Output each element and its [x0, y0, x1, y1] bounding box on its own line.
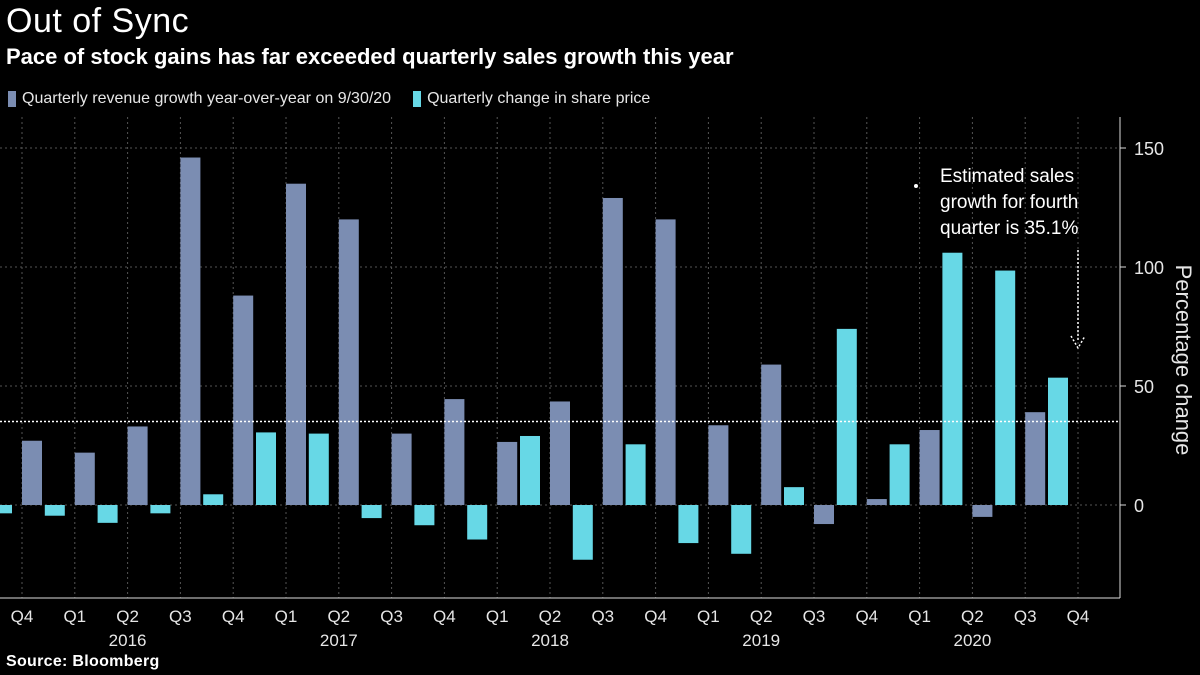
x-tick-label: Q3	[591, 607, 614, 626]
bar-share-price	[97, 505, 118, 523]
chart-title: Out of Sync	[6, 2, 190, 40]
bar-revenue-growth	[286, 183, 306, 505]
x-tick-label: Q2	[116, 607, 139, 626]
bar-share-price	[44, 505, 65, 516]
legend-label-share-price: Quarterly change in share price	[427, 90, 651, 107]
bar-share-price	[256, 432, 276, 505]
x-tick-label: Q4	[433, 607, 456, 626]
x-tick-label: Q3	[169, 607, 192, 626]
bar-share-price	[520, 435, 540, 505]
bar-share-price	[361, 505, 382, 519]
bars	[0, 157, 1068, 560]
bar-share-price	[836, 328, 857, 505]
bar-share-price	[678, 505, 699, 544]
legend-item-share-price: Quarterly change in share price	[413, 90, 650, 108]
legend-swatch-revenue	[8, 91, 16, 107]
x-year-label: 2018	[531, 631, 569, 650]
x-tick-label: Q1	[486, 607, 509, 626]
y-tick-label: 50	[1134, 377, 1154, 397]
source-note: Source: Bloomberg	[6, 653, 160, 670]
legend-item-revenue: Quarterly revenue growth year-over-year …	[8, 90, 391, 108]
bar-revenue-growth	[391, 433, 412, 505]
bar-revenue-growth	[761, 364, 782, 505]
x-year-label: 2017	[320, 631, 358, 650]
chart-subtitle: Pace of stock gains has far exceeded qua…	[6, 44, 734, 69]
annotation: Estimated sales growth for fourth quarter …	[914, 166, 1086, 350]
bar-revenue-growth	[866, 499, 887, 505]
bar-revenue-growth	[814, 505, 834, 525]
annotation-text: growth for fourth	[940, 192, 1078, 213]
x-tick-label: Q2	[327, 607, 350, 626]
annotation-text: quarter is 35.1%	[940, 218, 1078, 239]
bar-revenue-growth	[444, 399, 465, 505]
x-year-label: 2019	[742, 631, 780, 650]
annotation-arrow-head	[1070, 335, 1086, 350]
x-year-label: 2016	[109, 631, 147, 650]
bar-share-price	[625, 444, 646, 505]
bar-share-price	[942, 252, 963, 505]
x-tick-label: Q2	[750, 607, 773, 626]
bar-revenue-growth	[180, 157, 201, 505]
bar-share-price	[572, 505, 593, 560]
bar-revenue-growth	[22, 440, 42, 505]
legend: Quarterly revenue growth year-over-year …	[8, 90, 672, 108]
bar-share-price	[731, 505, 752, 554]
y-tick-label: 100	[1134, 258, 1164, 278]
bar-revenue-growth	[1025, 412, 1046, 505]
bar-revenue-growth	[655, 219, 676, 505]
x-tick-label: Q4	[855, 607, 878, 626]
bar-share-price	[1048, 377, 1068, 505]
x-tick-label: Q3	[803, 607, 826, 626]
annotation-text: Estimated sales	[940, 166, 1074, 187]
axes: 0 50 100 150 Percentage change Q4 Q1 Q2 Q3 Q4 Q1 Q2…	[0, 117, 1196, 650]
bar-share-price	[0, 505, 12, 514]
bar-share-price	[414, 505, 435, 526]
x-tick-label: Q1	[697, 607, 720, 626]
x-tick-label: Q1	[275, 607, 298, 626]
x-tick-label: Q2	[961, 607, 984, 626]
bar-revenue-growth	[550, 401, 570, 505]
bar-share-price	[150, 505, 171, 514]
x-tick-label: Q4	[222, 607, 245, 626]
bar-revenue-growth	[338, 219, 359, 505]
y-tick-label: 150	[1134, 139, 1164, 159]
x-tick-label: Q1	[63, 607, 86, 626]
bar-revenue-growth	[127, 426, 148, 505]
x-tick-label: Q4	[1067, 607, 1090, 626]
bar-share-price	[203, 494, 224, 505]
bar-share-price	[308, 433, 329, 505]
x-tick-label: Q4	[644, 607, 667, 626]
y-axis-title: Percentage change	[1171, 265, 1196, 456]
bar-revenue-growth	[497, 441, 518, 505]
x-tick-label: Q1	[908, 607, 931, 626]
x-year-label: 2020	[953, 631, 991, 650]
legend-swatch-share-price	[413, 91, 422, 107]
bar-revenue-growth	[972, 505, 993, 517]
bar-share-price	[467, 505, 488, 540]
annotation-dot	[914, 184, 918, 188]
x-tick-label: Q3	[380, 607, 403, 626]
x-tick-label: Q2	[539, 607, 562, 626]
x-tick-label: Q4	[11, 607, 34, 626]
bar-revenue-growth	[919, 430, 940, 505]
bar-revenue-growth	[602, 197, 623, 506]
y-tick-label: 0	[1134, 496, 1144, 516]
bar-revenue-growth	[708, 425, 729, 505]
bar-share-price	[889, 444, 910, 505]
bar-share-price	[784, 487, 804, 505]
x-tick-label: Q3	[1014, 607, 1037, 626]
bar-revenue-growth	[74, 452, 95, 505]
bar-revenue-growth	[233, 295, 254, 505]
bar-share-price	[995, 270, 1016, 505]
legend-label-revenue: Quarterly revenue growth year-over-year …	[22, 90, 392, 107]
